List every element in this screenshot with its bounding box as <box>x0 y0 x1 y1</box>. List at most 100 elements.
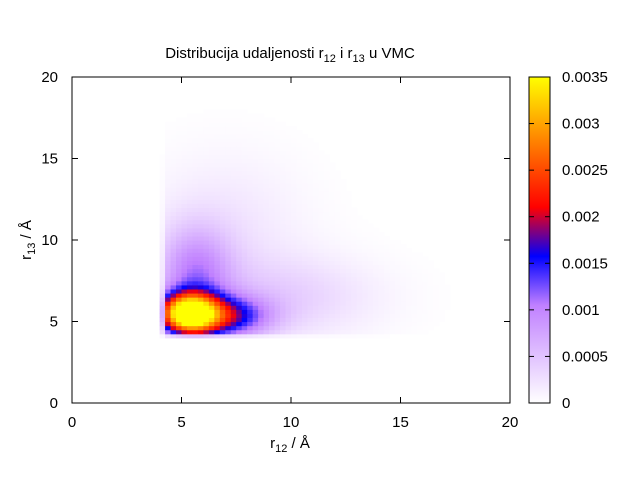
heatmap-cell <box>274 199 281 204</box>
heatmap-cell <box>165 333 172 339</box>
heatmap-cell <box>258 178 265 184</box>
heatmap-cell <box>214 170 221 176</box>
heatmap-cell <box>356 325 363 331</box>
heatmap-cell <box>301 134 309 139</box>
heatmap-cell <box>280 162 287 168</box>
heatmap-cell <box>263 280 270 286</box>
heatmap-cell <box>307 288 314 294</box>
heatmap-cell <box>285 182 292 188</box>
heatmap-cell <box>351 207 358 213</box>
heatmap-cell <box>176 272 183 278</box>
heatmap-cell <box>258 117 265 123</box>
heatmap-cell <box>258 158 265 164</box>
heatmap-cell <box>192 121 199 127</box>
heatmap-cell <box>186 162 194 168</box>
heatmap-cell <box>362 252 369 257</box>
heatmap-cell <box>285 125 292 131</box>
heatmap-cell <box>356 252 363 257</box>
heatmap-cell <box>186 329 194 335</box>
heatmap-cell <box>159 280 166 286</box>
heatmap-cell <box>263 154 270 160</box>
heatmap-cell <box>208 182 215 188</box>
heatmap-cell <box>159 215 166 221</box>
heatmap-cell <box>263 268 270 274</box>
heatmap-cell <box>241 280 248 286</box>
heatmap-cell <box>280 150 287 156</box>
heatmap-cell <box>318 154 325 160</box>
heatmap-cell <box>296 321 303 327</box>
heatmap-cell <box>323 297 330 302</box>
heatmap-cell <box>263 211 270 217</box>
heatmap-cell <box>225 329 232 335</box>
heatmap-cell <box>165 260 172 266</box>
heatmap-cell <box>186 260 194 266</box>
heatmap-cell <box>389 252 396 257</box>
heatmap-cell <box>438 309 445 314</box>
heatmap-cell <box>170 182 177 188</box>
heatmap-cell <box>225 113 232 119</box>
heatmap-cell <box>416 313 424 319</box>
heatmap-cell <box>241 297 248 302</box>
heatmap-cell <box>362 288 369 294</box>
heatmap-cell <box>181 117 188 123</box>
heatmap-cell <box>274 121 281 127</box>
heatmap-cell <box>416 288 424 294</box>
heatmap-cell <box>186 333 194 339</box>
heatmap-cell <box>280 154 287 160</box>
heatmap-cell <box>230 138 237 143</box>
heatmap-cell <box>296 215 303 221</box>
heatmap-cell <box>247 174 254 180</box>
heatmap-cell <box>170 125 177 131</box>
heatmap-cell <box>285 150 292 156</box>
heatmap-cell <box>438 301 445 306</box>
heatmap-cell <box>186 248 194 253</box>
heatmap-cell <box>362 268 369 274</box>
heatmap-cell <box>186 113 194 119</box>
heatmap-cell <box>186 240 194 245</box>
heatmap-cell <box>214 297 221 302</box>
heatmap-cell <box>208 174 215 180</box>
heatmap-cell <box>225 121 232 127</box>
heatmap-cell <box>274 325 281 331</box>
x-axis-title: r12 / Å <box>270 435 310 455</box>
heatmap-cell <box>307 158 314 164</box>
heatmap-cell <box>280 301 287 306</box>
heatmap-cell <box>241 109 248 115</box>
heatmap-cell <box>296 260 303 266</box>
heatmap-cell <box>203 309 210 314</box>
heatmap-cell <box>318 182 325 188</box>
heatmap-cell <box>214 231 221 237</box>
heatmap-cell <box>378 292 385 298</box>
heatmap-cell <box>318 195 325 200</box>
heatmap-cell <box>340 178 347 184</box>
heatmap-cell <box>334 325 341 331</box>
heatmap-cell <box>329 170 336 176</box>
heatmap-cell <box>427 272 434 278</box>
heatmap-cell <box>225 134 232 139</box>
heatmap-cell <box>230 191 237 196</box>
heatmap-cell <box>197 219 204 225</box>
heatmap-cell <box>203 113 210 119</box>
heatmap-cell <box>291 252 298 257</box>
heatmap-cell <box>373 268 380 274</box>
heatmap-cell <box>367 305 374 310</box>
heatmap-cell <box>192 227 199 233</box>
heatmap-cell <box>356 305 363 310</box>
heatmap-cell <box>367 280 374 286</box>
heatmap-cell <box>258 264 265 270</box>
heatmap-cell <box>241 125 248 131</box>
heatmap-cell <box>247 252 254 257</box>
heatmap-cell <box>176 154 183 160</box>
heatmap-cell <box>280 333 287 339</box>
x-tick-label: 10 <box>283 414 300 431</box>
heatmap-cell <box>241 150 248 156</box>
heatmap-cell <box>280 276 287 282</box>
heatmap-cell <box>186 223 194 229</box>
heatmap-cell <box>258 309 265 314</box>
heatmap-cell <box>208 268 215 274</box>
heatmap-cell <box>192 317 199 323</box>
heatmap-cell <box>291 182 298 188</box>
heatmap-cell <box>307 219 314 225</box>
heatmap-cell <box>197 162 204 168</box>
heatmap-cell <box>230 117 237 123</box>
